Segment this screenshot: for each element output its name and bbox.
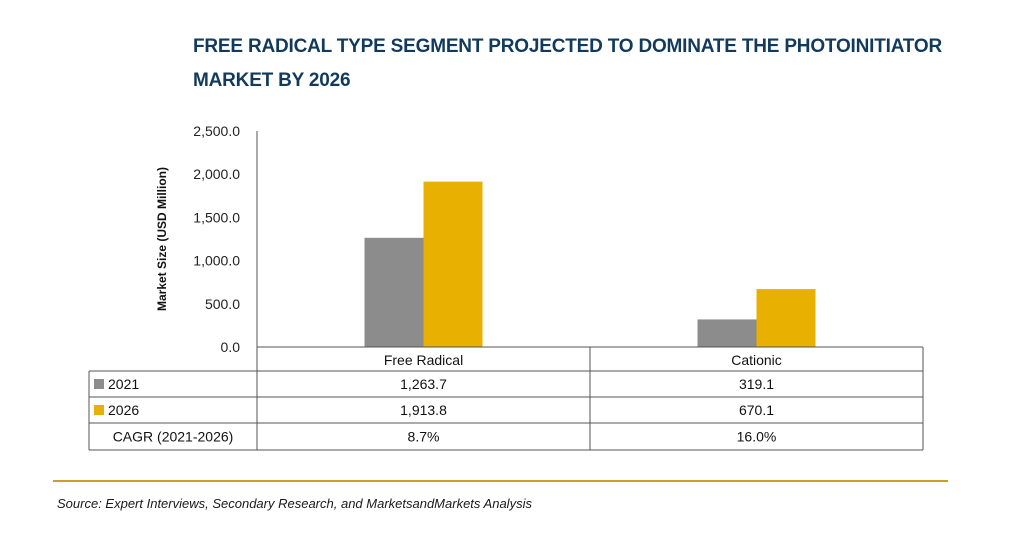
data-label: 670.1 [739,402,774,418]
y-tick-label: 2,000.0 [193,166,240,182]
bar-2021-0 [364,237,424,347]
y-tick-label: 2,500.0 [193,123,240,139]
data-label: 1,263.7 [400,376,447,392]
y-tick-label: 1,500.0 [193,209,240,225]
y-tick-label: 1,000.0 [193,253,240,269]
bar-2026-0 [423,181,483,347]
chart-svg: 0.0 500.0 1,000.0 1,500.0 2,000.0 2,500.0 Mark… [88,123,924,451]
category-label: Cationic [731,352,782,368]
legend-swatch-2021 [94,379,104,389]
cagr-value: 16.0% [737,429,777,445]
y-tick-label: 0.0 [221,339,241,355]
data-label: 319.1 [739,376,774,392]
cagr-value: 8.7% [408,429,440,445]
chart-title: FREE RADICAL TYPE SEGMENT PROJECTED TO D… [193,36,942,91]
y-tick-label: 500.0 [205,296,240,312]
legend-swatch-2026 [94,405,104,415]
legend-label-2021: 2021 [108,376,139,392]
row-label-cagr: CAGR (2021-2026) [113,429,234,445]
legend-label-2026: 2026 [108,402,139,418]
bar-2021-1 [697,319,757,347]
bar-2026-1 [756,289,816,347]
source-note: Source: Expert Interviews, Secondary Res… [57,496,532,511]
data-label: 1,913.8 [400,402,447,418]
divider [53,480,948,482]
category-label: Free Radical [384,352,463,368]
y-axis-title: Market Size (USD Million) [155,167,169,311]
